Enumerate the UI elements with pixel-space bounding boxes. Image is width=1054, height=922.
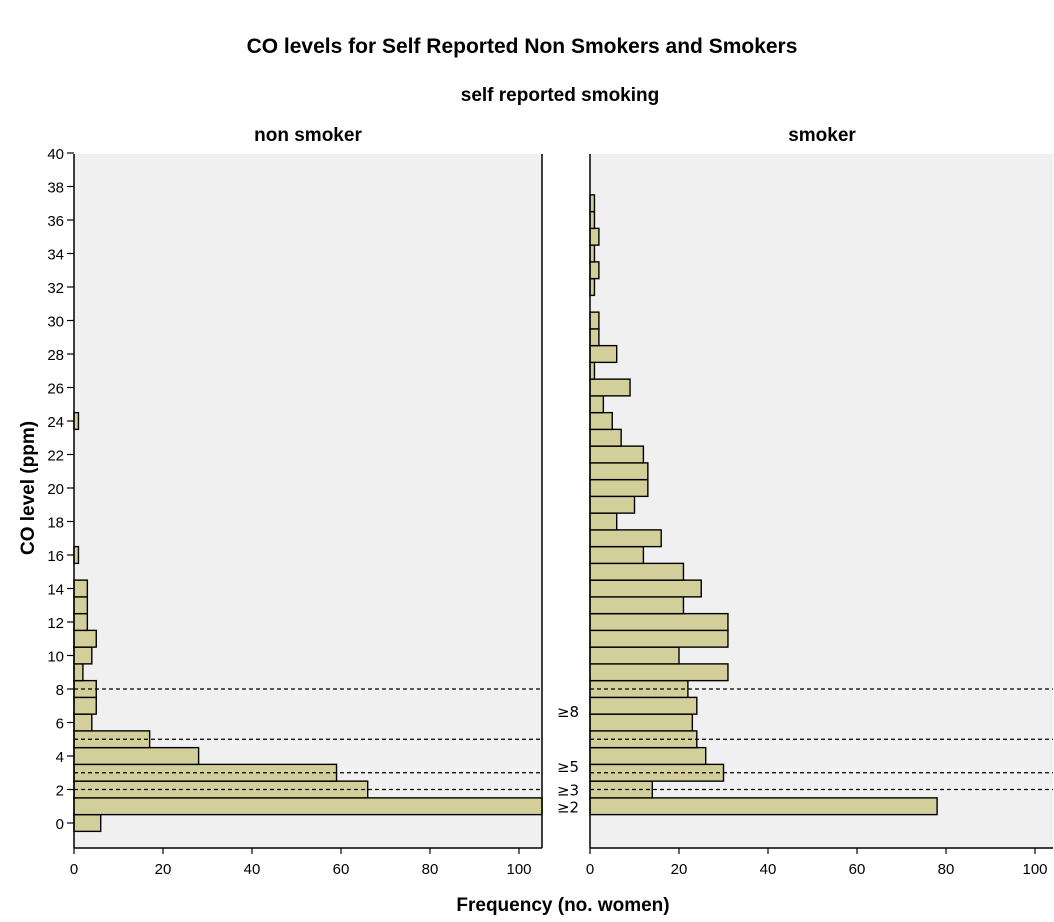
bar	[73, 713, 93, 732]
y-tick-label: 12	[47, 615, 64, 632]
x-axis-label: Frequency (no. women)	[456, 895, 669, 916]
bar	[73, 813, 102, 833]
y-tick-label: 32	[47, 280, 64, 297]
panel-background	[74, 154, 542, 848]
y-tick-label: 36	[47, 213, 64, 230]
bar	[589, 696, 698, 715]
y-tick-label: 24	[47, 414, 64, 431]
bar	[73, 746, 200, 766]
y-tick-label: 16	[47, 548, 64, 565]
x-tick-label: 40	[244, 861, 261, 878]
y-tick-label: 0	[56, 816, 64, 833]
bar	[589, 227, 600, 246]
y-tick-label: 14	[47, 582, 64, 599]
chart-title: CO levels for Self Reported Non Smokers …	[247, 35, 798, 58]
y-tick-label: 18	[47, 515, 64, 532]
panel-title-non-smoker: non smoker	[254, 125, 362, 146]
bar	[589, 428, 622, 447]
threshold-label: ≥8	[557, 703, 579, 721]
bar	[589, 629, 729, 648]
bar	[589, 462, 649, 481]
bar	[73, 646, 93, 665]
bar	[589, 562, 685, 581]
y-tick-label: 40	[47, 146, 64, 163]
y-tick-label: 30	[47, 314, 64, 331]
x-tick-label: 80	[938, 861, 955, 878]
panel-group-label: self reported smoking	[461, 85, 660, 106]
x-tick-label: 0	[70, 861, 78, 878]
bar	[589, 311, 600, 330]
bar	[589, 411, 613, 431]
bar	[589, 495, 636, 514]
bar	[589, 529, 662, 548]
bar	[589, 596, 685, 615]
bar	[73, 612, 89, 632]
bar	[589, 545, 645, 565]
y-tick-label: 2	[56, 783, 64, 800]
bar	[589, 344, 618, 364]
bar	[589, 579, 702, 598]
x-tick-label: 0	[586, 861, 594, 878]
bar	[589, 746, 707, 766]
y-tick-label: 8	[56, 682, 64, 699]
x-tick-label: 20	[155, 861, 172, 878]
bar	[589, 713, 694, 732]
x-tick-label: 40	[760, 861, 777, 878]
bar	[73, 797, 543, 816]
y-tick-label: 22	[47, 448, 64, 465]
bar	[73, 629, 97, 648]
threshold-label: ≥3	[557, 782, 579, 800]
bar	[589, 663, 729, 682]
panel-non-smoker: 0 20 40 60 80 100	[70, 154, 543, 878]
bar	[73, 579, 89, 598]
bar	[73, 696, 97, 715]
y-tick-label: 10	[47, 649, 64, 666]
bar	[589, 478, 649, 498]
bar	[589, 328, 600, 347]
bar	[73, 763, 338, 782]
y-tick-label: 6	[56, 716, 64, 733]
panel-title-smoker: smoker	[788, 125, 856, 146]
x-tick-label: 60	[849, 861, 866, 878]
bar	[73, 663, 84, 682]
bar	[589, 797, 938, 816]
bar	[589, 395, 605, 414]
y-tick-label: 20	[47, 481, 64, 498]
bar	[589, 512, 618, 531]
bar	[589, 378, 631, 397]
y-tick-label: 38	[47, 180, 64, 197]
y-tick-label: 34	[47, 247, 64, 264]
y-tick-label: 26	[47, 381, 64, 398]
threshold-labels: ≥2≥3 ≥5 ≥8	[557, 703, 579, 816]
bar	[589, 261, 600, 280]
threshold-label: ≥2	[557, 798, 579, 816]
bar	[73, 596, 89, 615]
x-tick-label: 20	[671, 861, 688, 878]
y-tick-label: 28	[47, 347, 64, 364]
bar	[589, 612, 729, 632]
y-tick-label: 4	[56, 749, 64, 766]
threshold-label: ≥5	[557, 758, 579, 776]
x-tick-label: 100	[506, 861, 531, 878]
bar	[589, 445, 645, 464]
panel-smoker: 0 20 40 60 80 100	[586, 154, 1053, 878]
x-tick-label: 80	[422, 861, 439, 878]
y-axis-label: CO level (ppm)	[18, 421, 39, 555]
bar	[589, 646, 680, 665]
x-tick-label: 60	[333, 861, 350, 878]
x-tick-label: 100	[1022, 861, 1047, 878]
